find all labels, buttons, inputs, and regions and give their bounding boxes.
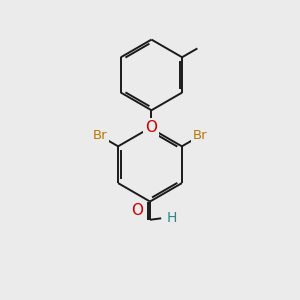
Text: O: O [131, 203, 143, 218]
Text: Br: Br [93, 130, 107, 142]
Text: H: H [167, 211, 178, 225]
Text: Br: Br [193, 130, 207, 142]
Text: O: O [145, 120, 157, 135]
